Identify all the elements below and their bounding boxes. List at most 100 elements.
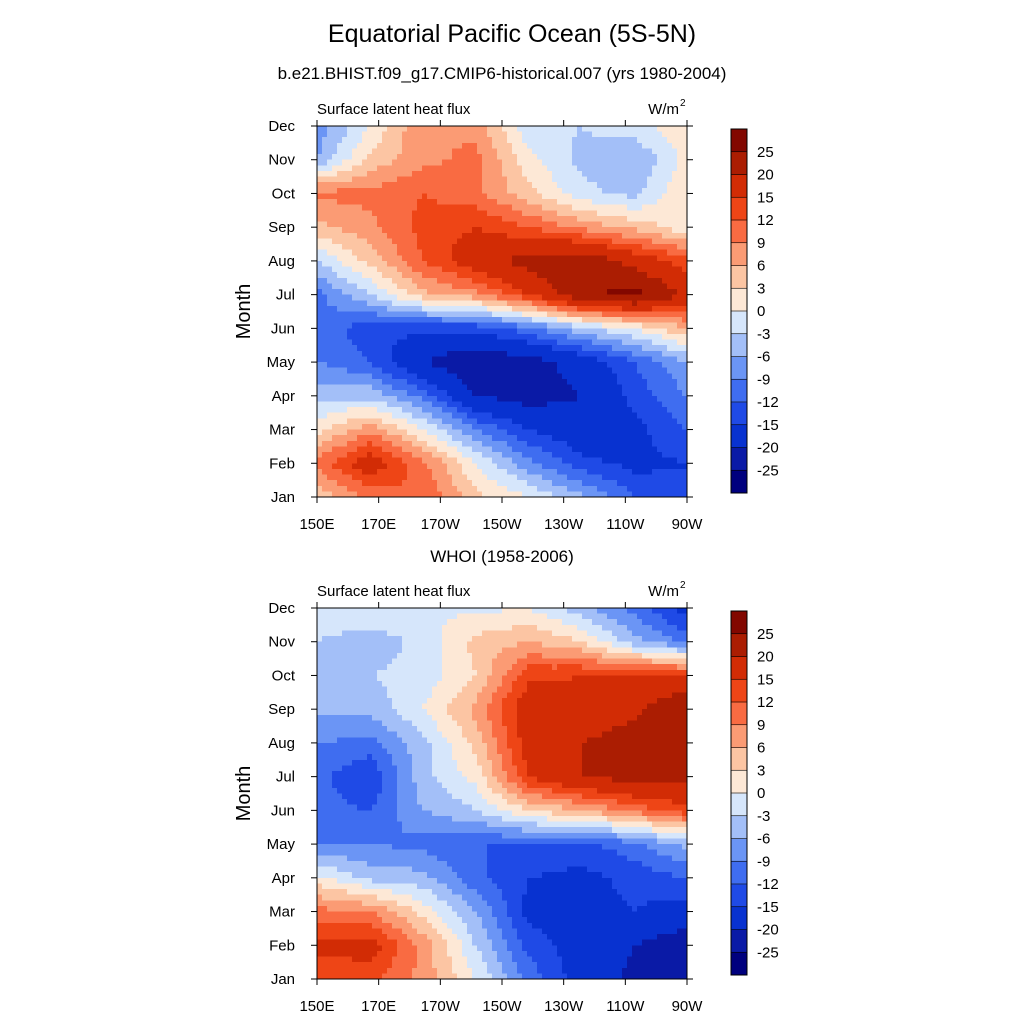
heatmap-cell xyxy=(417,227,423,234)
heatmap-cell xyxy=(352,328,358,335)
heatmap-cell xyxy=(497,170,503,178)
heatmap-cell xyxy=(647,131,653,138)
heatmap-cell xyxy=(572,384,578,391)
heatmap-cell xyxy=(487,126,493,133)
heatmap-cell xyxy=(317,423,323,431)
heatmap-cell xyxy=(507,350,513,358)
heatmap-cell xyxy=(347,131,353,138)
heatmap-cell xyxy=(347,305,353,313)
heatmap-cell xyxy=(632,345,638,352)
panel1-heatmap xyxy=(317,126,688,498)
heatmap-cell xyxy=(372,452,378,459)
heatmap-cell xyxy=(677,148,683,155)
heatmap-cell xyxy=(522,373,528,380)
heatmap-cell xyxy=(332,187,338,195)
heatmap-cell xyxy=(652,238,658,245)
heatmap-cell xyxy=(667,137,673,144)
heatmap-cell xyxy=(592,384,598,391)
heatmap-cell xyxy=(637,367,643,374)
heatmap-cell xyxy=(642,435,648,442)
heatmap-cell xyxy=(467,255,473,262)
heatmap-cell xyxy=(657,131,663,138)
heatmap-cell xyxy=(557,429,563,436)
heatmap-cell xyxy=(347,126,353,133)
heatmap-cell xyxy=(487,148,493,155)
heatmap-cell xyxy=(412,187,418,195)
heatmap-cell xyxy=(492,137,498,144)
heatmap-cell xyxy=(557,126,563,133)
heatmap-cell xyxy=(617,333,623,341)
heatmap-cell xyxy=(432,126,438,133)
heatmap-cell xyxy=(447,215,453,223)
heatmap-cell xyxy=(362,131,368,138)
heatmap-cell xyxy=(442,277,448,284)
heatmap-cell xyxy=(412,395,418,403)
heatmap-cell xyxy=(422,407,428,414)
heatmap-cell xyxy=(487,154,493,161)
heatmap-cell xyxy=(517,221,523,228)
heatmap-cell xyxy=(517,317,523,324)
heatmap-cell xyxy=(562,311,568,318)
heatmap-cell xyxy=(362,238,368,245)
heatmap-cell xyxy=(332,272,338,279)
heatmap-cell xyxy=(647,289,653,296)
heatmap-cell xyxy=(587,182,593,189)
heatmap-cell xyxy=(467,384,473,391)
heatmap-cell xyxy=(522,300,528,307)
heatmap-cell xyxy=(482,401,488,408)
heatmap-cell xyxy=(452,452,458,459)
heatmap-cell xyxy=(617,356,623,363)
heatmap-cell xyxy=(592,401,598,408)
heatmap-cell xyxy=(417,356,423,363)
heatmap-cell xyxy=(342,154,348,161)
heatmap-cell xyxy=(432,249,438,256)
heatmap-cell xyxy=(377,165,383,172)
heatmap-cell xyxy=(402,227,408,234)
heatmap-cell xyxy=(657,322,663,329)
heatmap-cell xyxy=(617,221,623,228)
heatmap-cell xyxy=(647,260,653,268)
heatmap-cell xyxy=(582,480,588,487)
heatmap-cell xyxy=(552,165,558,172)
heatmap-cell xyxy=(582,176,588,183)
heatmap-cell xyxy=(682,300,688,307)
heatmap-cell xyxy=(472,215,478,223)
heatmap-cell xyxy=(397,401,403,408)
heatmap-cell xyxy=(452,474,458,481)
heatmap-cell xyxy=(402,289,408,296)
heatmap-cell xyxy=(657,215,663,223)
heatmap-cell xyxy=(517,474,523,481)
heatmap-cell xyxy=(617,204,623,211)
heatmap-cell xyxy=(677,463,683,470)
heatmap-cell xyxy=(392,356,398,363)
heatmap-cell xyxy=(497,154,503,161)
heatmap-cell xyxy=(387,356,393,363)
heatmap-cell xyxy=(552,170,558,178)
heatmap-cell xyxy=(362,305,368,313)
heatmap-cell xyxy=(437,390,443,397)
heatmap-cell xyxy=(627,142,633,150)
heatmap-cell xyxy=(357,227,363,234)
heatmap-cell xyxy=(412,227,418,234)
heatmap-cell xyxy=(442,322,448,329)
heatmap-cell xyxy=(672,176,678,183)
heatmap-cell xyxy=(347,412,353,419)
heatmap-cell xyxy=(327,401,333,408)
heatmap-cell xyxy=(502,356,508,363)
heatmap-cell xyxy=(352,244,358,251)
heatmap-cell xyxy=(472,395,478,403)
heatmap-cell xyxy=(537,446,543,453)
heatmap-cell xyxy=(527,378,533,386)
heatmap-cell xyxy=(392,418,398,425)
heatmap-cell xyxy=(447,457,453,464)
heatmap-cell xyxy=(662,328,668,335)
heatmap-cell xyxy=(352,221,358,228)
heatmap-cell xyxy=(482,176,488,183)
heatmap-cell xyxy=(542,159,548,166)
heatmap-cell xyxy=(507,440,513,448)
heatmap-cell xyxy=(532,446,538,453)
heatmap-cell xyxy=(647,407,653,414)
heatmap-cell xyxy=(622,159,628,166)
heatmap-cell xyxy=(557,407,563,414)
heatmap-cell xyxy=(387,373,393,380)
